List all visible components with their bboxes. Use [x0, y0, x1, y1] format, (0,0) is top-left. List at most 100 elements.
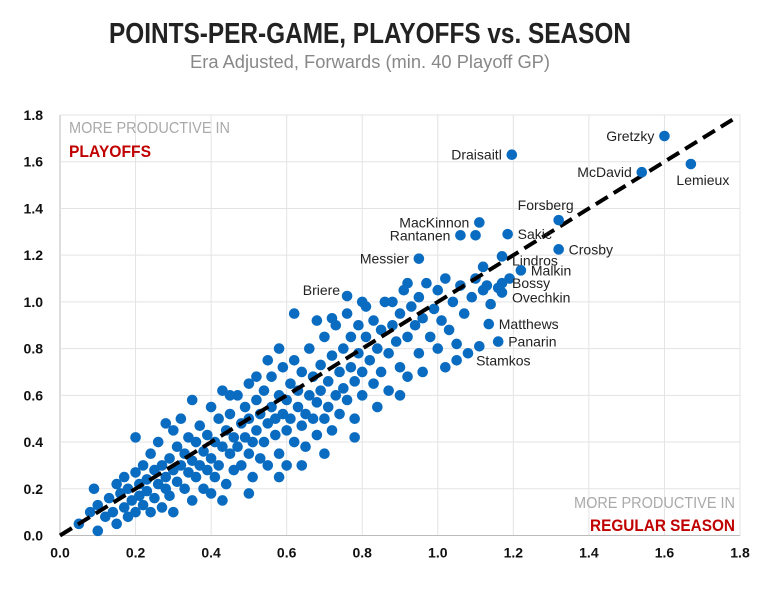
- data-point: [88, 483, 100, 495]
- data-point: [296, 460, 308, 471]
- labeled-point: [474, 340, 485, 352]
- data-point: [421, 277, 432, 289]
- data-point: [387, 319, 398, 331]
- data-point: [360, 331, 372, 343]
- point-label: MacKinnon: [399, 214, 469, 230]
- data-point: [432, 343, 444, 354]
- data-point: [224, 390, 236, 401]
- data-point: [156, 460, 168, 471]
- data-point: [171, 476, 183, 488]
- x-tick-label: 0.0: [50, 545, 70, 561]
- data-point: [466, 291, 478, 303]
- data-point: [334, 366, 345, 378]
- annotation-playoffs: MORE PRODUCTIVE IN PLAYOFFS: [69, 120, 230, 161]
- point-label: McDavid: [577, 164, 631, 180]
- labeled-point: [636, 166, 648, 178]
- data-point: [251, 371, 262, 382]
- labeled-point: [483, 318, 495, 330]
- point-label: Lindros: [512, 252, 558, 268]
- data-point: [300, 408, 311, 420]
- point-label: Crosby: [569, 241, 613, 257]
- point-label: Bossy: [512, 275, 550, 291]
- data-point: [262, 460, 274, 471]
- labeled-points: Gretzky Draisaitl McDavid Lemieux Forsberg Ma…: [303, 128, 730, 368]
- y-tick-label: 0.6: [24, 387, 44, 403]
- labeled-point: [496, 287, 508, 298]
- data-point: [141, 485, 153, 497]
- labeled-point: [496, 277, 508, 289]
- data-point: [202, 429, 213, 441]
- annotation-regular-season: MORE PRODUCTIVE IN REGULAR SEASON: [574, 495, 735, 535]
- data-point: [349, 432, 360, 443]
- data-point: [202, 464, 213, 476]
- point-label: Briere: [303, 282, 341, 298]
- data-point: [322, 376, 334, 387]
- data-point: [84, 506, 96, 518]
- data-point: [341, 394, 353, 406]
- data-point: [171, 441, 183, 453]
- data-point: [262, 418, 274, 429]
- data-point: [443, 324, 455, 336]
- data-point: [145, 506, 156, 518]
- data-point: [300, 441, 311, 453]
- data-point: [156, 502, 168, 513]
- data-point: [273, 448, 285, 460]
- data-point: [326, 425, 338, 436]
- data-point: [390, 336, 402, 347]
- data-point: [145, 448, 156, 460]
- data-point: [152, 436, 164, 448]
- data-point: [315, 359, 326, 371]
- data-point: [432, 284, 444, 296]
- data-point: [292, 401, 304, 413]
- data-point: [194, 460, 206, 471]
- data-point: [288, 436, 300, 448]
- data-point: [92, 499, 104, 511]
- data-point: [262, 354, 274, 366]
- data-point: [402, 371, 413, 382]
- y-tick-label: 1.0: [24, 294, 44, 310]
- annotation-top-line1: MORE PRODUCTIVE IN: [69, 120, 230, 137]
- data-point: [194, 420, 206, 432]
- data-point: [258, 436, 270, 448]
- annotation-bottom-line2: REGULAR SEASON: [590, 516, 735, 535]
- data-point: [168, 425, 179, 436]
- chart-title: POINTS-PER-GAME, PLAYOFFS vs. SEASON: [109, 18, 631, 50]
- data-point: [413, 291, 425, 303]
- data-point: [417, 312, 428, 324]
- labeled-point: [506, 149, 518, 161]
- x-tick-label: 0.2: [126, 545, 146, 561]
- data-point: [213, 460, 224, 471]
- data-point: [243, 448, 255, 460]
- point-label: Panarin: [508, 334, 556, 350]
- labeled-point: [553, 244, 564, 255]
- x-tick-label: 1.4: [579, 545, 599, 561]
- data-point: [213, 413, 224, 424]
- data-point: [379, 296, 391, 308]
- data-point: [387, 296, 398, 308]
- point-label: Sakic: [518, 226, 552, 242]
- data-point: [217, 441, 228, 453]
- data-point: [304, 343, 315, 354]
- y-tick-label: 1.2: [24, 247, 44, 263]
- data-point: [322, 401, 334, 413]
- data-point: [243, 488, 255, 499]
- data-point: [183, 467, 194, 478]
- data-point: [440, 362, 451, 373]
- data-point: [338, 383, 349, 394]
- data-point: [251, 425, 262, 436]
- data-point: [103, 492, 115, 504]
- data-point: [270, 429, 281, 441]
- data-point: [164, 490, 175, 502]
- data-point: [368, 315, 379, 326]
- data-point: [356, 390, 368, 401]
- data-point: [198, 483, 209, 495]
- data-point: [228, 432, 240, 443]
- data-point: [190, 471, 202, 483]
- point-label: Malkin: [531, 262, 571, 278]
- data-point: [311, 429, 323, 441]
- data-point: [198, 446, 209, 457]
- data-point: [111, 518, 122, 530]
- data-point: [364, 354, 376, 366]
- data-point: [205, 488, 217, 499]
